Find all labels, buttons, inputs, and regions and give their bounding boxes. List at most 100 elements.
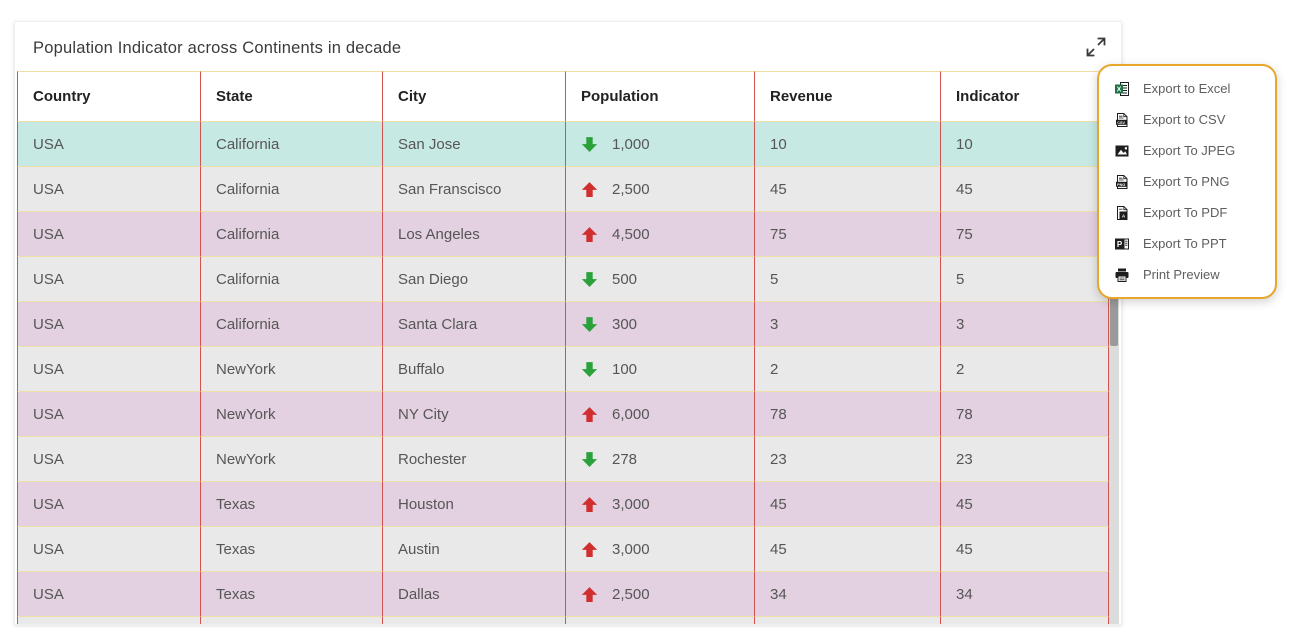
data-grid: Country State City Population Revenue In… (17, 71, 1109, 624)
column-header-revenue[interactable]: Revenue (754, 71, 940, 121)
cell-indicator: 10 (940, 121, 1109, 166)
cell-population: 6,000 (565, 391, 754, 436)
print-icon (1114, 267, 1130, 283)
menu-item-label: Export To PDF (1143, 205, 1228, 220)
cell-revenue: 78 (754, 391, 940, 436)
menu-item-export-pdf[interactable]: A Export To PDF (1099, 197, 1275, 228)
population-value: 3,000 (612, 495, 650, 513)
cell-indicator (940, 616, 1109, 624)
column-header-city[interactable]: City (382, 71, 565, 121)
cell-indicator: 34 (940, 571, 1109, 616)
cell-population: 2,500 (565, 571, 754, 616)
table-row[interactable]: USA NewYork NY City 6,000 78 78 (17, 391, 1109, 436)
column-header-indicator[interactable]: Indicator (940, 71, 1109, 121)
ppt-icon: P (1114, 236, 1130, 252)
cell-state: NewYork (200, 436, 382, 481)
table-row[interactable]: USA California San Diego 500 5 5 (17, 256, 1109, 301)
cell-state: Texas (200, 481, 382, 526)
menu-item-export-excel[interactable]: X Export to Excel (1099, 73, 1275, 104)
table-row[interactable]: USA California San Franscisco 2,500 45 4… (17, 166, 1109, 211)
population-value: 4,500 (612, 225, 650, 243)
trend-up-icon (581, 181, 598, 198)
menu-item-export-png[interactable]: PNG Export To PNG (1099, 166, 1275, 197)
cell-city: Santa Clara (382, 301, 565, 346)
population-value: 6,000 (612, 405, 650, 423)
table-row[interactable]: USA NewYork Buffalo 100 2 2 (17, 346, 1109, 391)
population-value: 500 (612, 270, 638, 288)
cell-revenue: 45 (754, 526, 940, 571)
population-value: 1,000 (612, 135, 650, 153)
cell-population: 3,000 (565, 481, 754, 526)
cell-population: 278 (565, 436, 754, 481)
cell-city: Austin (382, 526, 565, 571)
cell-indicator: 3 (940, 301, 1109, 346)
csv-icon: CSV (1114, 112, 1130, 128)
trend-down-icon (581, 361, 598, 378)
cell-country (17, 616, 200, 624)
table-header: Country State City Population Revenue In… (17, 71, 1109, 121)
table-row[interactable]: USA California San Jose 1,000 10 10 (17, 121, 1109, 166)
cell-state: NewYork (200, 346, 382, 391)
export-menu: X Export to Excel CSV Export to CSV Expo… (1097, 64, 1277, 299)
cell-indicator: 5 (940, 256, 1109, 301)
menu-item-print-preview[interactable]: Print Preview (1099, 259, 1275, 290)
table-body: USA California San Jose 1,000 10 10 USA … (17, 121, 1109, 624)
population-value: 278 (612, 450, 638, 468)
column-header-population[interactable]: Population (565, 71, 754, 121)
table-row[interactable]: USA Texas Dallas 2,500 34 34 (17, 571, 1109, 616)
cell-state (200, 616, 382, 624)
cell-revenue: 5 (754, 256, 940, 301)
cell-indicator: 78 (940, 391, 1109, 436)
cell-state: California (200, 121, 382, 166)
menu-item-export-csv[interactable]: CSV Export to CSV (1099, 104, 1275, 135)
cell-city: San Diego (382, 256, 565, 301)
pdf-icon: A (1114, 205, 1130, 221)
column-header-state[interactable]: State (200, 71, 382, 121)
table-row[interactable]: USA Texas Houston 3,000 45 45 (17, 481, 1109, 526)
cell-country: USA (17, 436, 200, 481)
cell-indicator: 45 (940, 166, 1109, 211)
cell-country: USA (17, 571, 200, 616)
table-row[interactable]: USA Texas Austin 3,000 45 45 (17, 526, 1109, 571)
cell-country: USA (17, 211, 200, 256)
menu-item-export-ppt[interactable]: P Export To PPT (1099, 228, 1275, 259)
trend-up-icon (581, 406, 598, 423)
table-row[interactable]: USA California Los Angeles 4,500 75 75 (17, 211, 1109, 256)
cell-revenue: 2 (754, 346, 940, 391)
menu-item-label: Export To PPT (1143, 236, 1227, 251)
trend-up-icon (581, 496, 598, 513)
menu-item-label: Export to CSV (1143, 112, 1226, 127)
trend-down-icon (581, 316, 598, 333)
cell-country: USA (17, 346, 200, 391)
table-row[interactable]: USA California Santa Clara 300 3 3 (17, 301, 1109, 346)
menu-item-export-jpeg[interactable]: Export To JPEG (1099, 135, 1275, 166)
cell-revenue: 45 (754, 166, 940, 211)
cell-population: 500 (565, 256, 754, 301)
cell-population: 2,500 (565, 166, 754, 211)
cell-population: 3,000 (565, 526, 754, 571)
cell-city: Rochester (382, 436, 565, 481)
page-title: Population Indicator across Continents i… (33, 39, 402, 57)
cell-state: California (200, 166, 382, 211)
trend-down-icon (581, 136, 598, 153)
table-row[interactable] (17, 616, 1109, 624)
cell-indicator: 45 (940, 481, 1109, 526)
column-header-country[interactable]: Country (17, 71, 200, 121)
cell-city: Dallas (382, 571, 565, 616)
cell-indicator: 45 (940, 526, 1109, 571)
table-row[interactable]: USA NewYork Rochester 278 23 23 (17, 436, 1109, 481)
cell-country: USA (17, 481, 200, 526)
expand-icon[interactable] (1081, 32, 1111, 62)
cell-city (382, 616, 565, 624)
population-value: 3,000 (612, 540, 650, 558)
cell-city: Houston (382, 481, 565, 526)
svg-text:P: P (1117, 240, 1123, 249)
cell-state: NewYork (200, 391, 382, 436)
cell-state: California (200, 256, 382, 301)
population-value: 300 (612, 315, 638, 333)
trend-up-icon (581, 541, 598, 558)
cell-population: 100 (565, 346, 754, 391)
population-value: 2,500 (612, 585, 650, 603)
cell-revenue (754, 616, 940, 624)
